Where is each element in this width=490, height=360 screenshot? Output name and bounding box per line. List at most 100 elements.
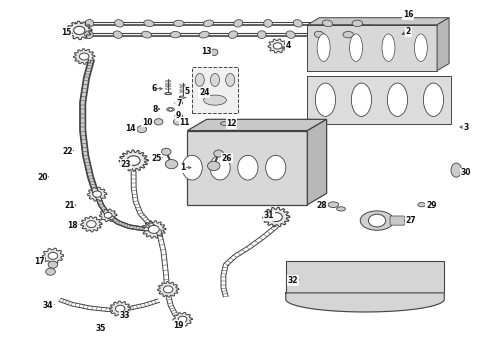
Ellipse shape [349,34,363,62]
Circle shape [104,212,112,218]
Circle shape [273,43,282,49]
Ellipse shape [173,20,184,27]
Text: 6: 6 [151,84,156,93]
Text: 35: 35 [96,324,106,333]
Ellipse shape [167,108,174,111]
Text: 19: 19 [173,321,184,330]
Polygon shape [307,25,437,71]
Ellipse shape [144,20,154,27]
Ellipse shape [195,73,204,86]
Ellipse shape [203,20,214,27]
Polygon shape [187,119,327,131]
Ellipse shape [257,31,266,39]
Text: 34: 34 [43,301,53,310]
Text: 1: 1 [180,163,185,172]
Circle shape [48,252,58,259]
Ellipse shape [142,31,151,38]
Ellipse shape [343,31,353,38]
Text: 31: 31 [264,211,274,220]
Ellipse shape [286,31,295,39]
Circle shape [87,221,96,228]
Text: 16: 16 [403,10,414,19]
Circle shape [154,118,163,125]
Text: 21: 21 [64,201,74,210]
Text: 7: 7 [176,99,181,108]
Ellipse shape [225,73,235,86]
Polygon shape [187,131,307,205]
Ellipse shape [351,83,371,116]
Text: 4: 4 [286,41,291,50]
Ellipse shape [113,31,122,39]
Ellipse shape [203,95,226,105]
Circle shape [161,148,171,155]
Polygon shape [110,301,131,316]
Text: 22: 22 [62,147,73,156]
Text: 10: 10 [142,118,152,127]
Ellipse shape [179,96,186,98]
Text: 9: 9 [176,111,181,120]
Ellipse shape [228,31,238,39]
Ellipse shape [360,211,394,230]
Ellipse shape [115,20,124,27]
Ellipse shape [220,122,229,125]
Text: 20: 20 [37,173,48,182]
Ellipse shape [451,163,462,177]
Circle shape [270,213,282,221]
Polygon shape [88,187,107,201]
Circle shape [177,114,181,117]
Circle shape [173,118,182,125]
Text: 32: 32 [288,276,298,285]
Ellipse shape [337,207,345,211]
Text: 28: 28 [317,201,327,210]
Bar [192,67,238,113]
Polygon shape [142,221,166,238]
Ellipse shape [175,114,183,118]
Polygon shape [286,261,444,293]
Ellipse shape [322,20,333,27]
Ellipse shape [415,34,427,62]
Polygon shape [119,150,148,171]
Ellipse shape [199,31,209,38]
Polygon shape [74,49,95,64]
Polygon shape [263,207,290,227]
Ellipse shape [210,73,220,86]
Polygon shape [99,209,117,221]
Text: 3: 3 [463,123,468,132]
Text: 25: 25 [151,154,162,163]
Circle shape [137,126,147,133]
Ellipse shape [352,20,363,27]
Ellipse shape [315,31,324,38]
Circle shape [93,191,101,197]
Text: 33: 33 [120,311,130,320]
Ellipse shape [238,155,258,180]
Polygon shape [437,18,449,71]
Circle shape [178,316,187,323]
Text: 30: 30 [461,168,471,177]
Polygon shape [173,312,192,326]
Ellipse shape [418,203,425,207]
Polygon shape [95,194,154,231]
Ellipse shape [266,155,286,180]
Circle shape [214,150,223,157]
Ellipse shape [85,19,94,27]
Polygon shape [81,216,102,232]
Text: 2: 2 [406,27,411,36]
Ellipse shape [388,83,408,116]
Circle shape [165,159,178,169]
Text: 8: 8 [152,105,157,114]
Circle shape [208,161,220,171]
Polygon shape [42,248,64,264]
Text: 12: 12 [226,119,237,128]
Text: 11: 11 [179,118,190,127]
Polygon shape [268,39,287,53]
Ellipse shape [423,83,443,116]
Circle shape [127,156,140,165]
Text: 5: 5 [185,87,190,96]
Text: 15: 15 [61,28,72,37]
Text: 26: 26 [221,154,232,163]
Ellipse shape [264,19,272,27]
Circle shape [74,26,85,35]
Ellipse shape [182,155,202,180]
Text: 24: 24 [199,88,209,97]
Circle shape [368,214,386,227]
